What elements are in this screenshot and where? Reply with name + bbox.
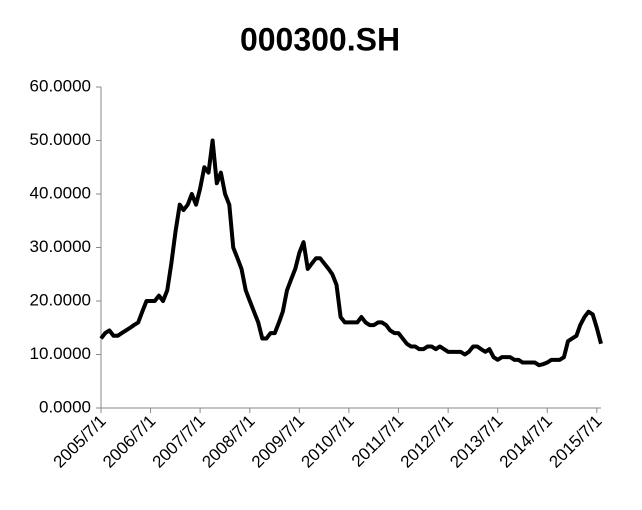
y-tick-label: 40.0000 <box>30 183 91 202</box>
y-tick-label: 60.0000 <box>30 76 91 95</box>
y-tick-label: 30.0000 <box>30 237 91 256</box>
chart-title: 000300.SH <box>240 21 400 57</box>
y-tick-label: 20.0000 <box>30 290 91 309</box>
y-tick-label: 50.0000 <box>30 130 91 149</box>
y-tick-label: 10.0000 <box>30 344 91 363</box>
line-series <box>99 138 603 368</box>
y-tick-label: 0.0000 <box>39 397 91 416</box>
